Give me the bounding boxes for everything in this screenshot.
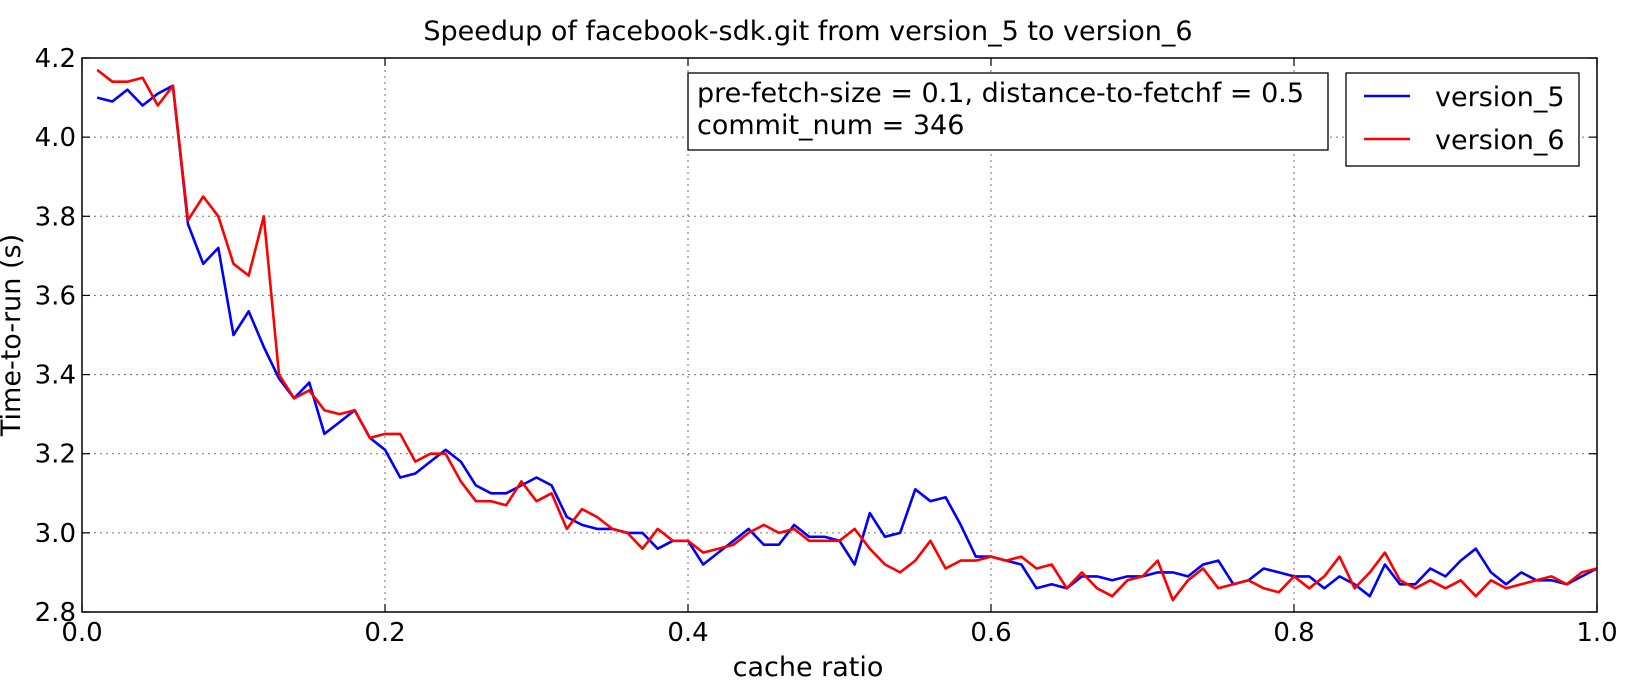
series-line-version_6 [96, 68, 1598, 602]
y-axis-ticks: 2.8 3.0 3.2 3.4 3.6 3.8 4.0 4.2 [35, 44, 1597, 628]
x-axis-ticks: 0.0 0.2 0.4 0.6 0.8 1.0 [61, 58, 1618, 648]
annotation-line-2: commit_num = 346 [697, 110, 964, 141]
legend-label-version_6: version_6 [1435, 125, 1565, 156]
annotation-box: pre-fetch-size = 0.1, distance-to-fetchf… [687, 72, 1329, 151]
x-tick-label: 0.2 [364, 618, 405, 648]
x-tick-label: 0.8 [1273, 618, 1314, 648]
x-axis-label: cache ratio [733, 652, 884, 683]
x-tick-label: 0.4 [667, 618, 708, 648]
plot-frame [81, 57, 1598, 613]
chart-title: Speedup of facebook-sdk.git from version… [423, 16, 1192, 47]
y-axis-label: Time-to-run (s) [0, 234, 27, 437]
y-tick-label: 2.8 [35, 598, 76, 628]
series-lines [96, 68, 1598, 602]
y-tick-label: 3.8 [35, 202, 76, 232]
x-tick-label: 1.0 [1576, 618, 1617, 648]
x-tick-label: 0.0 [61, 618, 102, 648]
y-tick-label: 3.2 [35, 440, 76, 470]
annotation-line-1: pre-fetch-size = 0.1, distance-to-fetchf… [697, 78, 1304, 109]
y-tick-label: 4.2 [35, 44, 76, 74]
y-tick-label: 3.0 [35, 519, 76, 549]
legend-label-version_5: version_5 [1435, 82, 1565, 113]
legend: version_5 version_6 [1345, 72, 1580, 167]
y-tick-label: 3.4 [35, 361, 76, 391]
series-line-version_5 [96, 84, 1598, 598]
x-tick-label: 0.6 [970, 618, 1011, 648]
y-tick-label: 3.6 [35, 281, 76, 311]
legend-frame [1345, 72, 1580, 167]
y-tick-label: 4.0 [35, 123, 76, 153]
